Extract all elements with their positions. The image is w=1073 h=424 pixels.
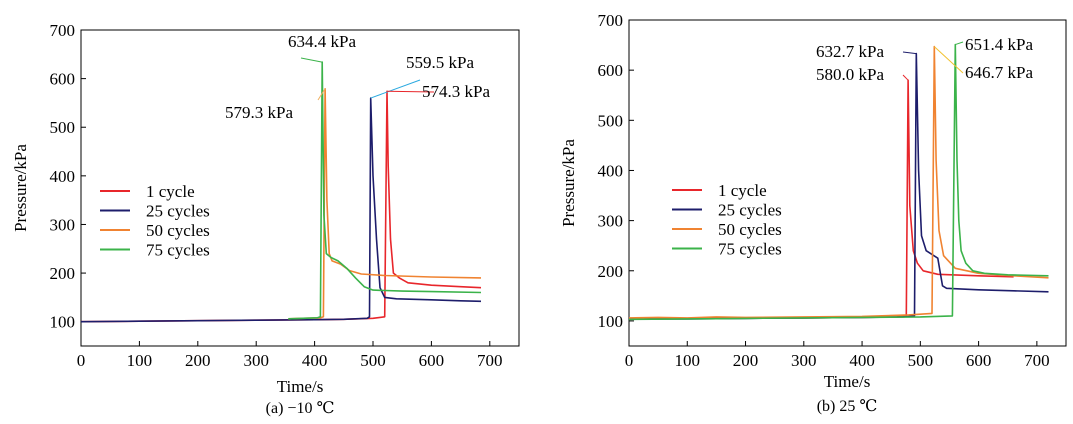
legend-label-b-1: 1 cycle <box>718 181 767 200</box>
x-axis-label-a: Time/s <box>277 377 324 396</box>
annotation-leader-b-3 <box>955 41 964 46</box>
series-group-b <box>628 43 1049 321</box>
annotations-a: 634.4 kPa 559.5 kPa 574.3 kPa 579.3 kPa <box>225 32 490 122</box>
legend-label-b-2: 25 cycles <box>718 201 782 220</box>
annotation-label-a-3: 574.3 kPa <box>422 82 490 101</box>
x-axis-a: 0 100 200 300 400 500 600 700 <box>77 341 503 370</box>
annotation-leader-a-3 <box>387 90 435 93</box>
y-tick-label-b: 400 <box>598 161 624 180</box>
x-axis-label-b: Time/s <box>824 372 871 391</box>
y-axis-label-b: Pressure/kPa <box>559 139 578 227</box>
legend-label-a-3: 50 cycles <box>146 221 210 240</box>
y-tick-label-a: 400 <box>50 167 76 186</box>
legend-label-a-2: 25 cycles <box>146 202 210 221</box>
x-tick-label-a: 100 <box>127 351 153 370</box>
x-tick-label-a: 400 <box>302 351 328 370</box>
y-tick-label-b: 600 <box>598 61 624 80</box>
y-tick-label-b: 700 <box>598 11 624 30</box>
x-tick-label-a: 200 <box>185 351 211 370</box>
series-line-a-1 <box>80 90 482 323</box>
annotation-leader-b-2 <box>902 74 909 81</box>
series-line-a-2 <box>80 97 482 323</box>
annotation-leader-b-4 <box>933 46 964 74</box>
caption-a: (a) −10 ℃ <box>266 400 335 417</box>
x-tick-label-a: 700 <box>477 351 503 370</box>
annotation-label-b-4: 646.7 kPa <box>965 63 1033 82</box>
y-tick-label-a: 100 <box>50 313 76 332</box>
annotation-leader-a-2 <box>370 79 421 99</box>
annotation-label-b-2: 580.0 kPa <box>816 65 884 84</box>
y-tick-label-b: 300 <box>598 212 624 231</box>
x-tick-label-b: 700 <box>1024 351 1050 370</box>
y-tick-label-b: 200 <box>598 262 624 281</box>
series-line-b-2 <box>629 52 1049 320</box>
legend-label-a-4: 75 cycles <box>146 241 210 260</box>
series-line-b-4 <box>628 43 1049 321</box>
annotation-label-a-2: 559.5 kPa <box>406 53 474 72</box>
panel-b: 100 200 300 400 500 600 700 0 100 200 300 400 500 60… <box>559 11 1067 415</box>
y-tick-label-a: 500 <box>50 118 76 137</box>
x-tick-label-a: 500 <box>360 351 386 370</box>
caption-b: (b) 25 ℃ <box>817 398 878 415</box>
annotation-leader-a-4 <box>317 88 326 101</box>
x-tick-label-a: 600 <box>419 351 445 370</box>
annotation-label-b-3: 651.4 kPa <box>965 35 1033 54</box>
y-axis-label-a: Pressure/kPa <box>11 144 30 232</box>
x-tick-label-b: 0 <box>625 351 634 370</box>
annotation-label-b-1: 632.7 kPa <box>816 42 884 61</box>
plot-area-b <box>628 19 1067 347</box>
y-tick-label-a: 700 <box>50 21 76 40</box>
x-tick-label-b: 600 <box>966 351 992 370</box>
annotation-label-a-4: 579.3 kPa <box>225 103 293 122</box>
annotation-leader-b-1 <box>902 51 917 55</box>
series-line-a-4 <box>288 61 482 320</box>
y-tick-label-b: 100 <box>598 312 624 331</box>
x-tick-label-b: 500 <box>908 351 934 370</box>
y-axis-b: 100 200 300 400 500 600 700 <box>598 11 634 331</box>
x-tick-label-a: 300 <box>243 351 269 370</box>
x-tick-label-b: 200 <box>733 351 759 370</box>
series-group-a <box>80 61 482 323</box>
legend-label-b-4: 75 cycles <box>718 240 782 259</box>
x-tick-label-b: 300 <box>791 351 817 370</box>
y-tick-label-a: 200 <box>50 264 76 283</box>
y-tick-label-a: 600 <box>50 70 76 89</box>
legend-label-b-3: 50 cycles <box>718 220 782 239</box>
series-line-b-3 <box>628 45 1049 319</box>
y-tick-label-a: 300 <box>50 215 76 234</box>
plot-area-a <box>80 29 520 347</box>
x-tick-label-a: 0 <box>77 351 86 370</box>
x-axis-b: 0 100 200 300 400 500 600 700 <box>625 341 1050 370</box>
y-axis-a: 100 200 300 400 500 600 700 <box>50 21 86 332</box>
x-tick-label-b: 400 <box>849 351 875 370</box>
annotation-leader-a-1 <box>300 57 323 63</box>
y-tick-label-b: 500 <box>598 111 624 130</box>
x-tick-label-b: 100 <box>675 351 701 370</box>
legend-label-a-1: 1 cycle <box>146 182 195 201</box>
annotations-b: 632.7 kPa 580.0 kPa 651.4 kPa 646.7 kPa <box>816 35 1033 84</box>
annotation-label-a-1: 634.4 kPa <box>288 32 356 51</box>
